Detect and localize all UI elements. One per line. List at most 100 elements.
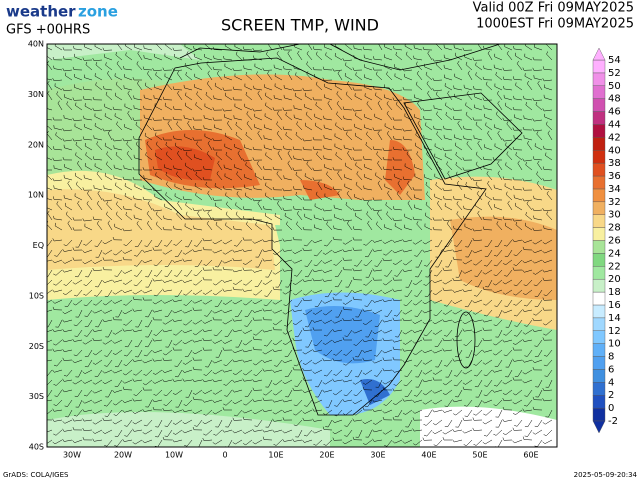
wind-barb: [202, 419, 213, 425]
wind-barb: [235, 202, 243, 211]
wind-barb: [124, 419, 133, 427]
wind-barb: [114, 439, 123, 447]
wind-barb: [194, 239, 203, 247]
colorbar-label: 24: [608, 248, 621, 259]
wind-barb: [264, 84, 273, 91]
wind-barb: [114, 194, 123, 201]
wind-barb: [263, 299, 273, 307]
wind-barb: [547, 130, 553, 141]
wind-barb: [504, 239, 513, 247]
wind-barb: [253, 359, 263, 366]
wind-barb: [236, 191, 243, 201]
wind-barb: [395, 52, 403, 61]
wind-barb: [102, 266, 113, 271]
wind-barb: [107, 220, 113, 231]
colorbar-segment: [592, 227, 606, 241]
colorbar-segment: [592, 330, 606, 344]
wind-barb: [415, 379, 423, 388]
wind-barb: [442, 409, 453, 413]
wind-barb: [292, 367, 303, 371]
wind-barb: [344, 162, 353, 171]
wind-barb: [302, 327, 313, 331]
wind-barb: [523, 299, 533, 307]
wind-barb: [464, 399, 473, 407]
wind-barb: [402, 268, 413, 272]
wind-barb: [484, 144, 493, 151]
wind-barb: [153, 95, 163, 101]
colorbar-segment: [592, 266, 606, 280]
wind-barb: [323, 309, 333, 316]
wind-barb: [434, 239, 443, 248]
wind-barb: [63, 56, 73, 61]
wind-barb: [47, 90, 53, 101]
lon-label: 30E: [370, 451, 385, 460]
wind-barb: [355, 349, 363, 358]
wind-barb: [124, 429, 133, 437]
wind-barb: [392, 388, 403, 392]
lon-label: 20W: [114, 451, 132, 460]
wind-barb: [345, 91, 353, 101]
wind-barb: [265, 152, 273, 161]
wind-barb: [63, 239, 73, 247]
wind-barb: [217, 160, 223, 171]
wind-barb: [213, 55, 223, 61]
wind-barb: [452, 116, 463, 121]
wind-barb: [483, 45, 493, 51]
colorbar-label: -2: [608, 416, 618, 427]
colorbar-cap: [592, 420, 606, 434]
wind-barb: [352, 329, 363, 334]
wind-barb: [273, 94, 283, 101]
wind-barb: [192, 409, 203, 415]
colorbar-label: 6: [608, 364, 614, 375]
wind-barb: [474, 93, 483, 101]
map: [47, 44, 557, 447]
wind-barb: [52, 328, 63, 332]
wind-barb: [342, 317, 353, 322]
valid-time: Valid 00Z Fri 09MAY2025: [473, 1, 634, 16]
wind-barb: [304, 92, 313, 101]
wind-barb: [216, 70, 223, 81]
wind-barb: [184, 439, 193, 447]
wind-barb: [143, 105, 153, 111]
wind-barb: [115, 151, 123, 161]
wind-barb: [383, 94, 393, 101]
wind-barb: [434, 143, 443, 151]
wind-barb: [425, 71, 433, 81]
wind-barb: [72, 257, 83, 261]
wind-barb: [206, 80, 213, 91]
wind-barb: [212, 197, 223, 201]
wind-barb: [333, 349, 343, 356]
wind-barb: [403, 224, 413, 231]
wind-barb: [545, 152, 553, 161]
wind-barb: [146, 121, 153, 131]
wind-barb: [202, 289, 213, 295]
wind-barb: [75, 181, 83, 191]
wind-barb: [312, 269, 323, 272]
wind-barb: [353, 409, 363, 416]
wind-barb: [493, 215, 503, 221]
wind-barb: [96, 200, 103, 211]
wind-barb: [382, 156, 393, 161]
wind-barb: [392, 317, 403, 321]
wind-barb: [202, 389, 213, 395]
wind-barb: [296, 121, 303, 131]
wind-barb: [173, 225, 183, 231]
wind-barb: [322, 249, 333, 255]
wind-barb: [462, 429, 473, 434]
wind-barb: [313, 214, 323, 221]
wind-barb: [282, 188, 293, 192]
wind-barb: [104, 439, 113, 447]
wind-barb: [53, 339, 63, 346]
wind-barb: [284, 212, 293, 221]
wind-barb: [213, 329, 223, 337]
wind-barb: [493, 399, 503, 407]
wind-barb: [336, 91, 343, 101]
wind-barb: [235, 339, 243, 348]
wind-barb: [136, 61, 143, 71]
wind-barb: [414, 164, 423, 171]
wind-barb: [323, 115, 333, 121]
wind-barb: [172, 318, 183, 322]
wind-barb: [332, 236, 343, 241]
wind-barb: [455, 269, 463, 278]
wind-barb: [377, 160, 383, 171]
